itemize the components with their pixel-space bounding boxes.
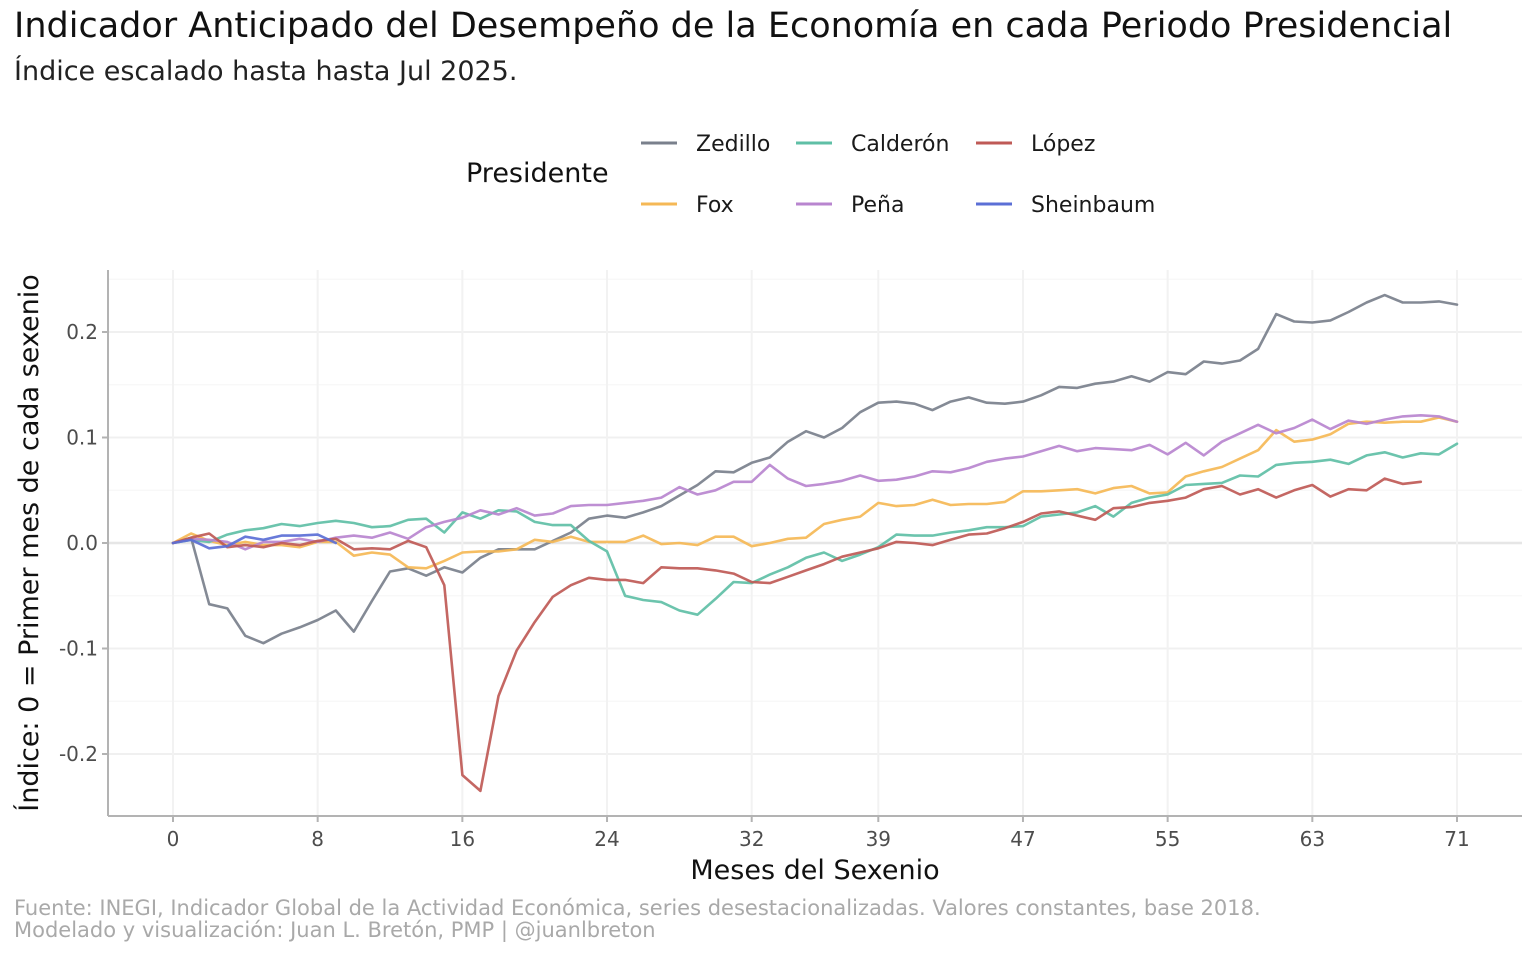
x-tick-label: 63 bbox=[1300, 827, 1325, 851]
chart-title: Indicador Anticipado del Desempeño de la… bbox=[14, 6, 1453, 46]
y-tick-label: -0.2 bbox=[59, 742, 98, 766]
chart-canvas: Presidente Zedillo Fox Calderón Peña López Sh… bbox=[13, 132, 1522, 886]
series-line-calderón bbox=[171, 442, 1459, 617]
x-axis-title: Meses del Sexenio bbox=[690, 855, 939, 886]
y-tick-label: 0.1 bbox=[66, 426, 98, 450]
y-tick-label: -0.1 bbox=[59, 637, 98, 661]
x-tick-label: 71 bbox=[1444, 827, 1469, 851]
series-line-sheinbaum bbox=[171, 533, 338, 550]
y-tick-label: 0.2 bbox=[66, 320, 98, 344]
legend-label-calderón: Calderón bbox=[851, 132, 949, 157]
series-line-lópez bbox=[171, 477, 1423, 793]
x-tick-label: 24 bbox=[594, 827, 619, 851]
grid bbox=[108, 270, 1522, 816]
y-tick-label: 0.0 bbox=[66, 531, 98, 555]
legend-title: Presidente bbox=[466, 158, 609, 189]
series-line-fox bbox=[171, 416, 1459, 570]
x-tick-label: 55 bbox=[1155, 827, 1180, 851]
x-tick-label: 39 bbox=[866, 827, 891, 851]
series-line-peña bbox=[171, 413, 1459, 551]
x-tick-label: 0 bbox=[167, 827, 180, 851]
caption-credit: Modelado y visualización: Juan L. Bretón… bbox=[14, 918, 656, 942]
x-tick-label: 8 bbox=[311, 827, 324, 851]
plot-area: 0.2 0.1 0.0 -0.1 -0.2 0 8 16 24 32 39 47 55 63 71 bbox=[59, 270, 1522, 851]
chart-subtitle: Índice escalado hasta hasta Jul 2025. bbox=[14, 56, 518, 87]
legend-label-fox: Fox bbox=[696, 193, 734, 218]
series-lines bbox=[171, 293, 1459, 793]
x-tick-label: 32 bbox=[739, 827, 764, 851]
legend-label-lópez: López bbox=[1031, 132, 1095, 157]
legend-label-peña: Peña bbox=[851, 193, 904, 218]
series-line-zedillo bbox=[171, 293, 1459, 645]
x-tick-label: 47 bbox=[1010, 827, 1035, 851]
legend-label-zedillo: Zedillo bbox=[696, 132, 770, 157]
axes bbox=[102, 270, 1522, 822]
tick-labels: 0.2 0.1 0.0 -0.1 -0.2 0 8 16 24 32 39 47 55 63 71 bbox=[59, 320, 1470, 851]
legend-label-sheinbaum: Sheinbaum bbox=[1031, 193, 1155, 218]
y-axis-title: Índice: 0 = Primer mes de cada sexenio bbox=[13, 274, 45, 811]
x-tick-label: 16 bbox=[450, 827, 475, 851]
legend: Presidente Zedillo Fox Calderón Peña López Sh… bbox=[466, 132, 1155, 218]
caption: Fuente: INEGI, Indicador Global de la Ac… bbox=[14, 897, 1261, 941]
caption-source: Fuente: INEGI, Indicador Global de la Ac… bbox=[14, 896, 1261, 920]
